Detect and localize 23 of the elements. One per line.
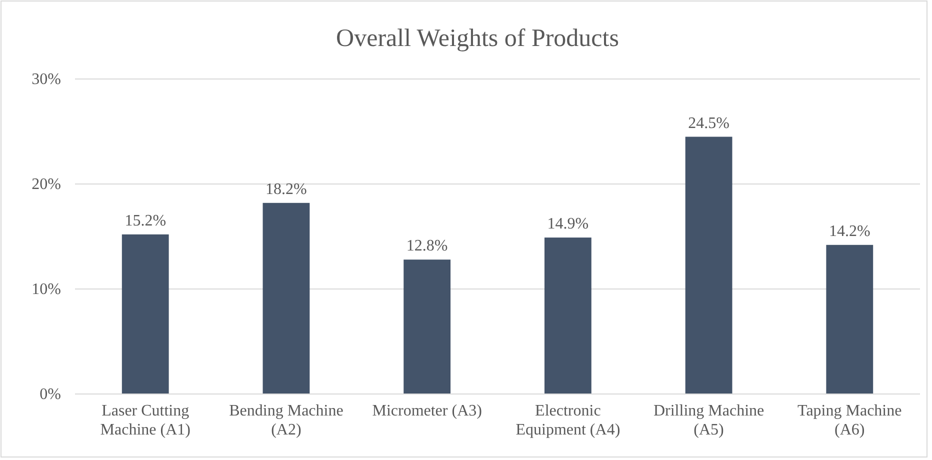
y-tick-label: 20%	[32, 176, 61, 194]
y-tick-label: 10%	[32, 281, 61, 298]
x-tick-label: Bending Machine (A2)	[229, 402, 344, 439]
x-tick-label: Drilling Machine (A5)	[653, 402, 764, 439]
data-label: 14.2%	[828, 222, 870, 240]
bar	[122, 234, 169, 394]
data-label: 14.9%	[547, 216, 589, 233]
y-tick-label: 30%	[32, 71, 61, 88]
data-label: 18.2%	[266, 180, 307, 198]
bar	[826, 244, 874, 394]
x-tick-label: Micrometer (A3)	[372, 402, 482, 420]
chart-title: Overall Weights of Products	[336, 25, 619, 52]
bar	[262, 202, 310, 394]
bar	[404, 260, 451, 394]
data-label: 24.5%	[688, 114, 730, 132]
data-label: 12.8%	[406, 238, 448, 255]
data-label: 15.2%	[124, 212, 166, 230]
y-tick-label: 0%	[40, 386, 61, 404]
bar	[544, 238, 592, 394]
bar	[685, 136, 732, 394]
x-tick-label: Taping Machine (A6)	[798, 402, 902, 439]
x-tick-label: Laser Cutting Machine (A1)	[100, 402, 190, 439]
x-tick-label: Electronic Equipment (A4)	[516, 402, 620, 439]
